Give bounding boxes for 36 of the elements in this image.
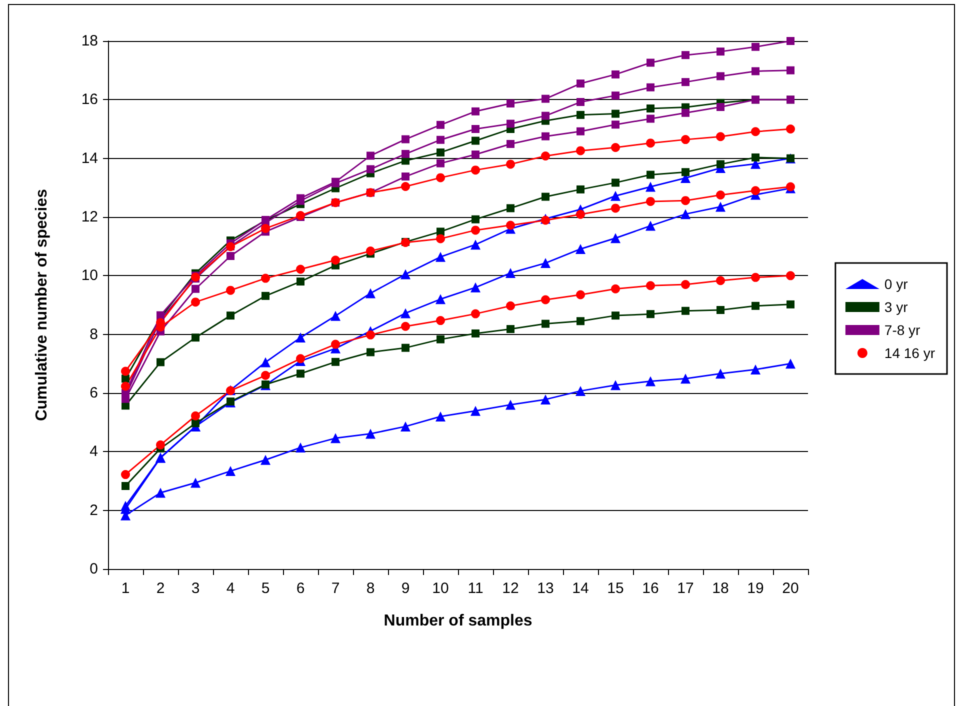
y-tick-label: 16 (81, 91, 98, 108)
y-tick-label: 8 (90, 326, 98, 343)
x-tick-label: 20 (782, 580, 799, 597)
y-tick-label: 10 (81, 267, 98, 284)
x-axis-title: Number of samples (384, 612, 532, 630)
legend-label: 14 16 yr (884, 345, 936, 361)
x-tick-label: 4 (226, 580, 235, 597)
x-tick-label: 3 (191, 580, 200, 597)
x-tick-label: 8 (366, 580, 375, 597)
x-tick-label: 16 (642, 580, 659, 597)
legend-label: 3 yr (884, 299, 908, 315)
y-tick-label: 0 (90, 560, 98, 578)
y-tick-label: 6 (90, 384, 98, 402)
y-tick-label: 2 (90, 502, 98, 519)
y-tick-label: 18 (81, 32, 98, 50)
x-tick-label: 19 (747, 580, 764, 597)
legend-label: 7-8 yr (884, 322, 921, 338)
legend-label: 0 yr (884, 276, 908, 292)
x-tick-label: 12 (502, 580, 519, 597)
x-tick-label: 1 (121, 580, 130, 597)
y-tick-label: 14 (81, 150, 98, 167)
x-tick-label: 6 (296, 580, 305, 597)
y-tick-label: 4 (90, 443, 98, 460)
x-tick-label: 7 (331, 580, 340, 597)
x-tick-label: 10 (432, 580, 449, 597)
x-tick-label: 9 (401, 580, 410, 597)
x-tick-label: 11 (468, 580, 484, 597)
y-axis-title: Cumulative number of species (34, 188, 50, 422)
x-tick-label: 17 (677, 580, 694, 597)
x-tick-label: 5 (261, 580, 270, 597)
y-tick-label: 12 (81, 208, 98, 226)
x-tick-label: 2 (156, 580, 165, 597)
x-tick-label: 15 (607, 580, 624, 597)
x-tick-label: 13 (537, 580, 554, 597)
x-tick-label: 18 (712, 580, 729, 597)
x-tick-label: 14 (572, 580, 589, 597)
